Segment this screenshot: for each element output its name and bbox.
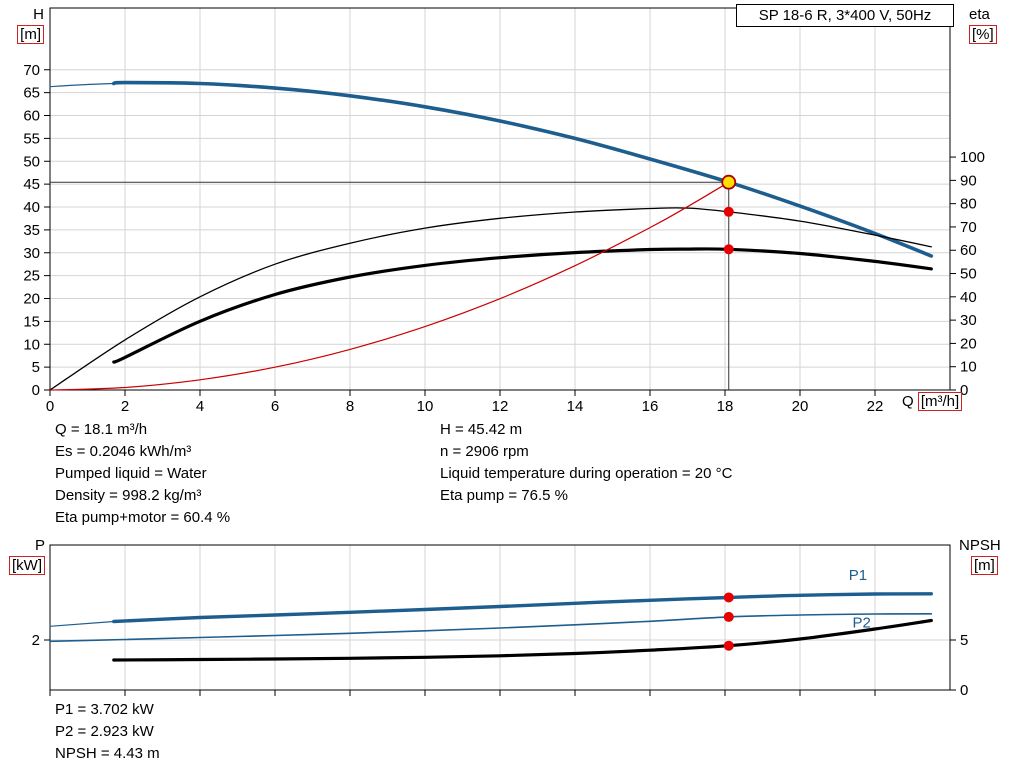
x-tick-label: 2 bbox=[121, 398, 129, 415]
p2-value-text: P2 = 2.923 kW bbox=[55, 723, 154, 740]
duty-info-left: Q = 18.1 m³/h Es = 0.2046 kWh/m³ Pumped … bbox=[55, 419, 230, 529]
y-right-tick-label: 60 bbox=[960, 242, 977, 259]
flow-axis-label: Q [m³/h] bbox=[902, 392, 963, 411]
liquid-temperature-text: Liquid temperature during operation = 20… bbox=[440, 465, 733, 482]
x-tick-label: 20 bbox=[792, 398, 809, 415]
flow-unit-selector[interactable]: [m³/h] bbox=[917, 392, 963, 411]
y-left-tick-label: 10 bbox=[23, 336, 40, 353]
x-tick-label: 4 bbox=[196, 398, 204, 415]
pumped-liquid-text: Pumped liquid = Water bbox=[55, 465, 207, 482]
y-right-tick-label: 50 bbox=[960, 266, 977, 283]
y-left-tick-label: 50 bbox=[23, 153, 40, 170]
y-right-tick-label: 40 bbox=[960, 289, 977, 306]
head-curve bbox=[112, 80, 934, 258]
specific-energy-text: Es = 0.2046 kWh/m³ bbox=[55, 443, 192, 460]
y-right-tick-label: 5 bbox=[960, 632, 968, 649]
x-tick-label: 8 bbox=[346, 398, 354, 415]
power-axis-label: P [kW] bbox=[4, 536, 45, 576]
eta-pump-curve bbox=[49, 207, 932, 391]
y-right-tick-label: 30 bbox=[960, 312, 977, 329]
y-left-tick-label: 55 bbox=[23, 130, 40, 147]
flow-axis-symbol: Q bbox=[902, 393, 914, 410]
density-text: Density = 998.2 kg/m³ bbox=[55, 487, 202, 504]
eta-pump-operating-point bbox=[723, 206, 734, 217]
y-right-tick-label: 10 bbox=[960, 359, 977, 376]
x-tick-label: 6 bbox=[271, 398, 279, 415]
npsh-unit-selector[interactable]: [m] bbox=[971, 556, 998, 575]
y-left-tick-label: 2 bbox=[32, 632, 40, 649]
power-axis-symbol: P bbox=[34, 537, 45, 554]
duty-head-text: H = 45.42 m bbox=[440, 421, 523, 438]
p1-value-text: P1 = 3.702 kW bbox=[55, 701, 154, 718]
power-info: P1 = 3.702 kW P2 = 2.923 kW NPSH = 4.43 … bbox=[55, 699, 160, 765]
head-unit-selector[interactable]: [m] bbox=[17, 25, 44, 44]
p1-operating-point bbox=[723, 592, 734, 603]
y-left-tick-label: 30 bbox=[23, 245, 40, 262]
x-tick-label: 18 bbox=[717, 398, 734, 415]
eta-motor-operating-point bbox=[723, 244, 734, 255]
system-curve bbox=[49, 181, 730, 391]
qh-eta-chart: 0 2 4 6 8 10 12 14 16 18 20 22 0 5 10 15 20 25 30 35 40 45 50 5… bbox=[23, 7, 985, 415]
y-right-tick-label: 90 bbox=[960, 172, 977, 189]
y-left-tick-label: 20 bbox=[23, 291, 40, 308]
npsh-axis-symbol: NPSH bbox=[959, 537, 1001, 554]
y-right-tick-label: 20 bbox=[960, 335, 977, 352]
y-right-tick-label: 100 bbox=[960, 149, 985, 166]
speed-text: n = 2906 rpm bbox=[440, 443, 529, 460]
eta-axis-symbol: eta bbox=[969, 6, 990, 23]
p2-label: P2 bbox=[853, 615, 871, 632]
y-right-tick-label: 0 bbox=[960, 682, 968, 699]
eta-pump-text: Eta pump = 76.5 % bbox=[440, 487, 568, 504]
npsh-axis-label: NPSH [m] bbox=[959, 536, 1019, 576]
p2-curve bbox=[49, 613, 933, 643]
eta-pump-motor-text: Eta pump+motor = 60.4 % bbox=[55, 509, 231, 526]
npsh-operating-point bbox=[723, 640, 734, 651]
p2-operating-point bbox=[723, 611, 734, 622]
duty-flow-text: Q = 18.1 m³/h bbox=[55, 421, 148, 438]
y-right-tick-label: 70 bbox=[960, 219, 977, 236]
y-left-tick-label: 65 bbox=[23, 85, 40, 102]
y-left-tick-label: 35 bbox=[23, 222, 40, 239]
y-left-tick-label: 70 bbox=[23, 62, 40, 79]
y-left-tick-label: 40 bbox=[23, 199, 40, 216]
head-axis-symbol: H bbox=[33, 6, 44, 23]
duty-point[interactable] bbox=[721, 174, 737, 190]
x-tick-label: 22 bbox=[867, 398, 884, 415]
y-left-tick-label: 25 bbox=[23, 268, 40, 285]
y-left-tick-label: 5 bbox=[32, 359, 40, 376]
head-curve-lead bbox=[49, 82, 115, 88]
p1-label: P1 bbox=[849, 567, 867, 584]
y-left-tick-label: 60 bbox=[23, 108, 40, 125]
eta-unit-selector[interactable]: [%] bbox=[969, 25, 997, 44]
y-right-tick-label: 80 bbox=[960, 196, 977, 213]
npsh-curve bbox=[112, 618, 933, 662]
y-left-tick-label: 0 bbox=[32, 382, 40, 399]
x-tick-label: 0 bbox=[46, 398, 54, 415]
eta-axis-label: eta [%] bbox=[969, 5, 1019, 45]
power-npsh-chart: P1 P2 2 0 5 bbox=[32, 544, 968, 699]
p1-curve bbox=[112, 592, 933, 624]
y-left-tick-label: 45 bbox=[23, 176, 40, 193]
duty-info-right: H = 45.42 m n = 2906 rpm Liquid temperat… bbox=[440, 419, 732, 507]
y-right-tick-label: 0 bbox=[960, 382, 968, 399]
y-left-tick-label: 15 bbox=[23, 313, 40, 330]
power-unit-selector[interactable]: [kW] bbox=[9, 556, 45, 575]
npsh-value-text: NPSH = 4.43 m bbox=[55, 745, 160, 762]
p1-curve-lead bbox=[49, 620, 115, 627]
x-tick-label: 10 bbox=[417, 398, 434, 415]
x-tick-label: 14 bbox=[567, 398, 584, 415]
eta-pump-motor-curve bbox=[112, 247, 933, 364]
x-tick-label: 12 bbox=[492, 398, 509, 415]
head-axis-label: H [m] bbox=[4, 5, 44, 45]
pump-title: SP 18-6 R, 3*400 V, 50Hz bbox=[736, 4, 954, 27]
x-tick-label: 16 bbox=[642, 398, 659, 415]
